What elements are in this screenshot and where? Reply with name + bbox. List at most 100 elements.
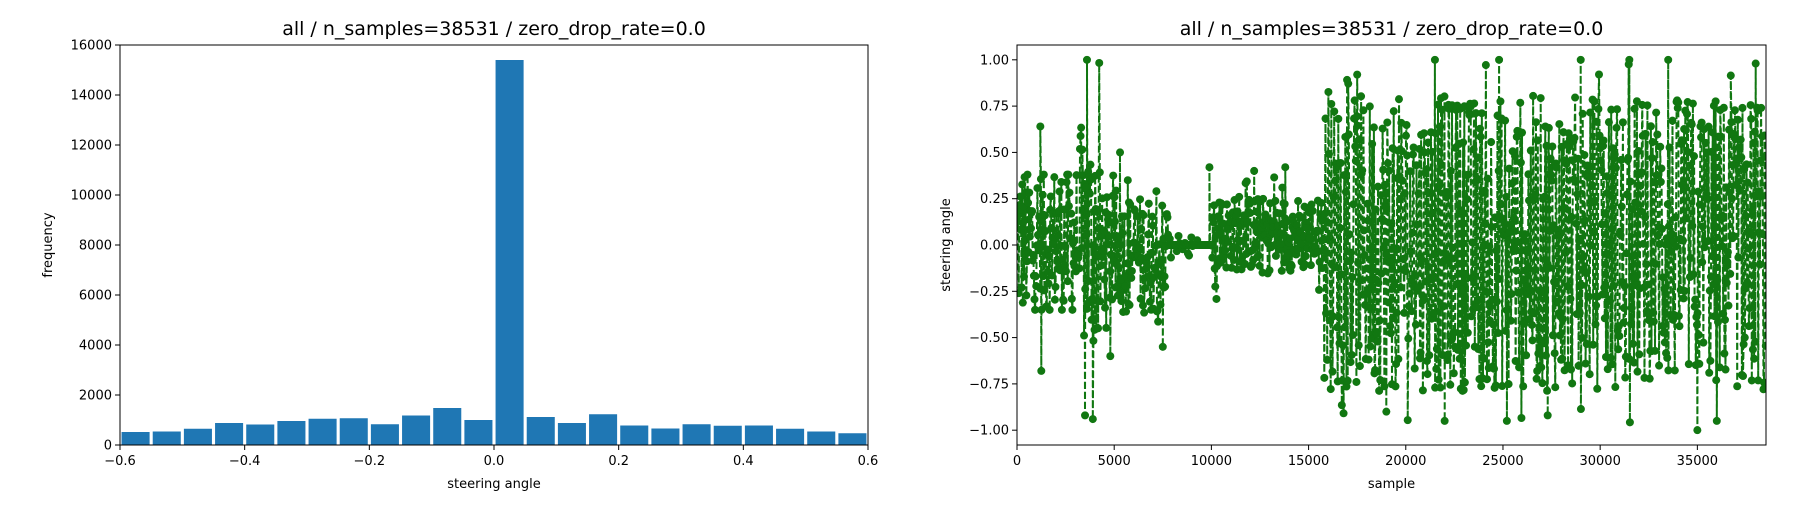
- data-point: [1690, 152, 1699, 161]
- data-point: [1118, 229, 1127, 238]
- data-point: [1371, 205, 1380, 214]
- data-point: [1399, 254, 1408, 263]
- data-point: [1584, 173, 1593, 182]
- data-point: [1076, 132, 1085, 141]
- data-point: [1712, 376, 1721, 385]
- data-point: [1276, 245, 1285, 254]
- data-point: [1065, 188, 1074, 197]
- data-point: [1089, 336, 1098, 345]
- data-point: [1082, 230, 1091, 239]
- data-point: [1504, 236, 1513, 245]
- data-point: [1334, 114, 1343, 123]
- data-point: [1571, 177, 1580, 186]
- data-point: [1259, 194, 1268, 203]
- data-point: [1396, 283, 1405, 292]
- data-point: [1414, 189, 1423, 198]
- data-point: [1301, 252, 1310, 261]
- data-point: [1250, 166, 1259, 175]
- y-tick-label: −0.25: [969, 285, 1009, 300]
- data-point: [1411, 271, 1420, 280]
- data-point: [1625, 418, 1634, 427]
- data-point: [1277, 266, 1286, 275]
- data-point: [1628, 205, 1637, 214]
- data-point: [1334, 313, 1343, 322]
- data-point: [1430, 55, 1439, 64]
- data-point: [1301, 260, 1310, 269]
- data-point: [1485, 242, 1494, 251]
- y-tick-label: 10000: [71, 189, 112, 204]
- data-point: [1029, 250, 1038, 259]
- data-point: [1711, 97, 1720, 106]
- data-point: [1400, 308, 1409, 317]
- data-point: [1619, 318, 1628, 327]
- data-point: [1490, 364, 1499, 373]
- data-point: [1380, 180, 1389, 189]
- bar: [744, 425, 773, 445]
- bar: [807, 431, 836, 445]
- data-point: [1022, 257, 1031, 266]
- data-point: [1330, 107, 1339, 116]
- bar: [152, 431, 181, 445]
- data-point: [1558, 354, 1567, 363]
- data-point: [1341, 187, 1350, 196]
- data-point: [1573, 190, 1582, 199]
- data-point: [1326, 385, 1335, 394]
- data-point: [1607, 105, 1616, 114]
- data-point: [1622, 249, 1631, 258]
- data-point: [1473, 153, 1482, 162]
- data-point: [1120, 212, 1129, 221]
- data-point: [1479, 242, 1488, 251]
- data-point: [1492, 246, 1501, 255]
- data-point: [1657, 224, 1666, 233]
- data-point: [1081, 285, 1090, 294]
- data-point: [1365, 102, 1374, 111]
- data-point: [1651, 259, 1660, 268]
- data-point: [1682, 214, 1691, 223]
- data-point: [1531, 190, 1540, 199]
- data-point: [1426, 188, 1435, 197]
- data-point: [1031, 305, 1040, 314]
- bar: [682, 424, 711, 445]
- x-tick-label: 10000: [1191, 454, 1232, 469]
- data-point: [1552, 163, 1561, 172]
- data-point: [1726, 269, 1735, 278]
- data-point: [1376, 376, 1385, 385]
- bar: [339, 418, 368, 445]
- data-point: [1505, 227, 1514, 236]
- y-tick-label: 6000: [79, 289, 112, 304]
- data-point: [1147, 248, 1156, 257]
- data-point: [1038, 190, 1047, 199]
- bar: [589, 414, 618, 445]
- x-tick-label: 0.4: [733, 454, 754, 469]
- data-point: [1219, 219, 1228, 228]
- data-point: [1424, 138, 1433, 147]
- data-point: [1481, 219, 1490, 228]
- data-point: [1545, 263, 1554, 272]
- data-point: [1384, 298, 1393, 307]
- data-point: [1650, 346, 1659, 355]
- data-point: [1369, 123, 1378, 132]
- data-point: [1562, 159, 1571, 168]
- y-tick-label: 0.75: [980, 100, 1009, 115]
- data-point: [1406, 167, 1415, 176]
- data-point: [1347, 248, 1356, 257]
- data-point: [1344, 79, 1353, 88]
- data-point: [1281, 163, 1290, 172]
- data-point: [1678, 236, 1687, 245]
- data-point: [1379, 243, 1388, 252]
- data-point: [1537, 363, 1546, 372]
- data-point: [1337, 401, 1346, 410]
- data-point: [1670, 366, 1679, 375]
- data-point: [1609, 281, 1618, 290]
- data-point: [1447, 336, 1456, 345]
- data-point: [1440, 92, 1449, 101]
- data-point: [1095, 58, 1104, 67]
- data-point: [1561, 204, 1570, 213]
- data-point: [1354, 258, 1363, 267]
- data-point: [1697, 118, 1706, 127]
- data-point: [1750, 354, 1759, 363]
- data-point: [1620, 281, 1629, 290]
- data-point: [1540, 192, 1549, 201]
- data-point: [1329, 193, 1338, 202]
- data-point: [1744, 244, 1753, 253]
